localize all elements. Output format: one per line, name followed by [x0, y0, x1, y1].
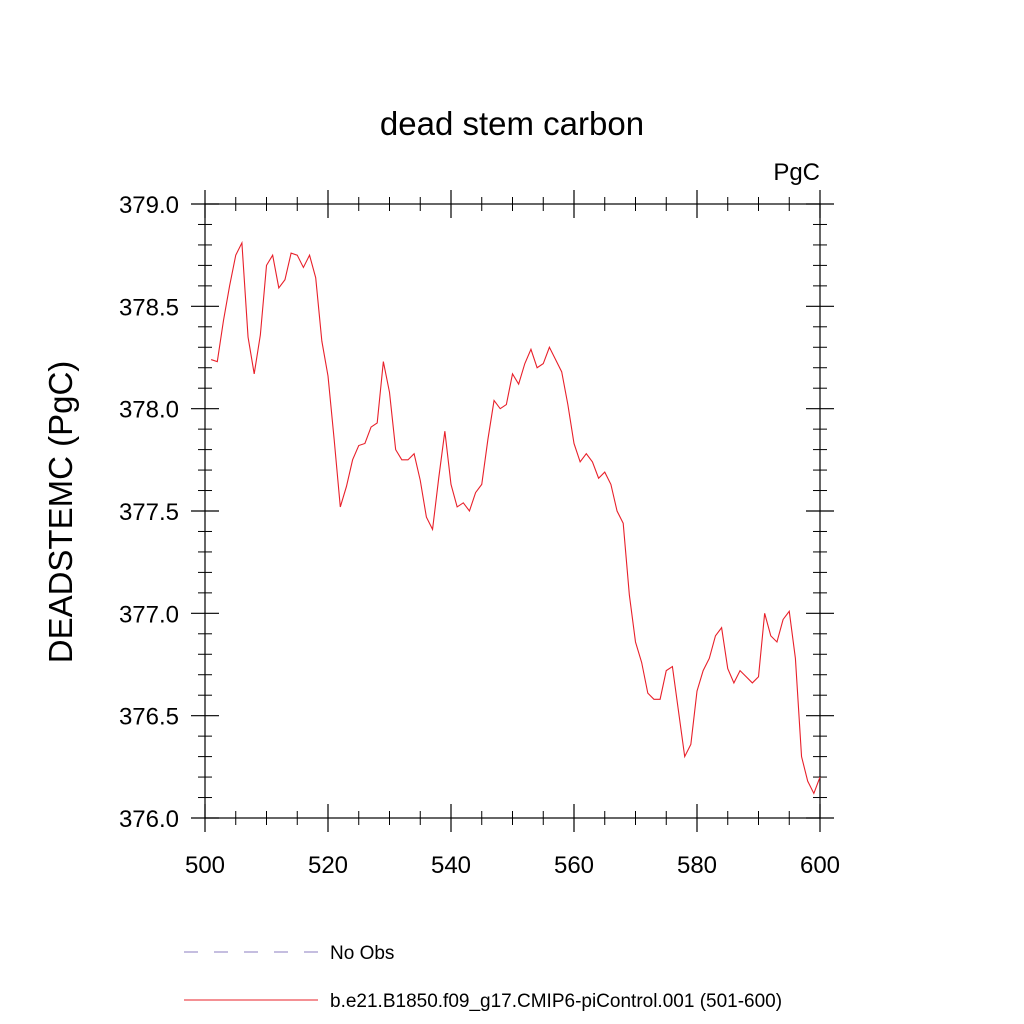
plot-frame: [204, 203, 821, 819]
series-line: [210, 240, 821, 795]
legend-label: b.e21.B1850.f09_g17.CMIP6-piControl.001 …: [330, 991, 782, 1012]
y-tick-label: 378.5: [119, 294, 179, 321]
tick-labels: 500 520 540 560 580 600 376.0 376.5 377.0 377.5 37…: [119, 192, 840, 879]
y-tick-label: 378.0: [119, 397, 179, 424]
tick-marks: [191, 190, 834, 832]
y-tick-label: 376.0: [119, 806, 179, 833]
x-tick-label: 500: [185, 852, 225, 879]
x-tick-label: 600: [800, 852, 840, 879]
y-axis-label: DEADSTEMC (PgC): [42, 361, 79, 664]
x-tick-label: 540: [431, 852, 471, 879]
y-tick-label: 379.0: [119, 192, 179, 219]
x-tick-label: 520: [308, 852, 348, 879]
units-label: PgC: [773, 159, 820, 186]
data-series: [210, 240, 821, 795]
legend: No Obs b.e21.B1850.f09_g17.CMIP6-piContro…: [184, 943, 782, 1012]
axes: [204, 203, 821, 819]
x-tick-label: 560: [554, 852, 594, 879]
chart-title: dead stem carbon: [380, 105, 644, 142]
y-tick-label: 377.0: [119, 601, 179, 628]
legend-label: No Obs: [330, 943, 394, 964]
y-tick-label: 377.5: [119, 499, 179, 526]
x-tick-label: 580: [677, 852, 717, 879]
y-tick-label: 376.5: [119, 704, 179, 731]
